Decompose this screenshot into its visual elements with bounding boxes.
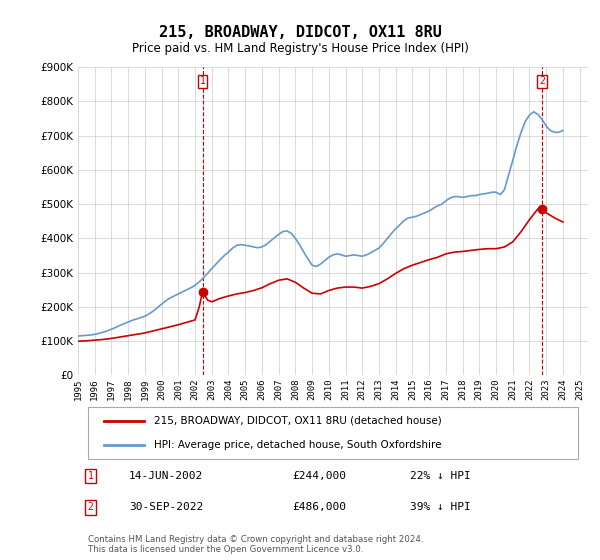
Text: 2: 2 bbox=[88, 502, 94, 512]
Text: £244,000: £244,000 bbox=[292, 471, 346, 481]
Text: 1: 1 bbox=[88, 471, 94, 481]
Text: 1: 1 bbox=[200, 77, 206, 86]
Text: 14-JUN-2002: 14-JUN-2002 bbox=[129, 471, 203, 481]
Text: Price paid vs. HM Land Registry's House Price Index (HPI): Price paid vs. HM Land Registry's House … bbox=[131, 42, 469, 55]
Text: £486,000: £486,000 bbox=[292, 502, 346, 512]
Text: HPI: Average price, detached house, South Oxfordshire: HPI: Average price, detached house, Sout… bbox=[155, 440, 442, 450]
Text: 22% ↓ HPI: 22% ↓ HPI bbox=[409, 471, 470, 481]
FancyBboxPatch shape bbox=[88, 407, 578, 459]
Text: 30-SEP-2022: 30-SEP-2022 bbox=[129, 502, 203, 512]
Text: 215, BROADWAY, DIDCOT, OX11 8RU: 215, BROADWAY, DIDCOT, OX11 8RU bbox=[158, 25, 442, 40]
Text: 39% ↓ HPI: 39% ↓ HPI bbox=[409, 502, 470, 512]
Text: 2: 2 bbox=[539, 77, 545, 86]
Text: Contains HM Land Registry data © Crown copyright and database right 2024.
This d: Contains HM Land Registry data © Crown c… bbox=[88, 535, 424, 554]
Text: 215, BROADWAY, DIDCOT, OX11 8RU (detached house): 215, BROADWAY, DIDCOT, OX11 8RU (detache… bbox=[155, 416, 442, 426]
